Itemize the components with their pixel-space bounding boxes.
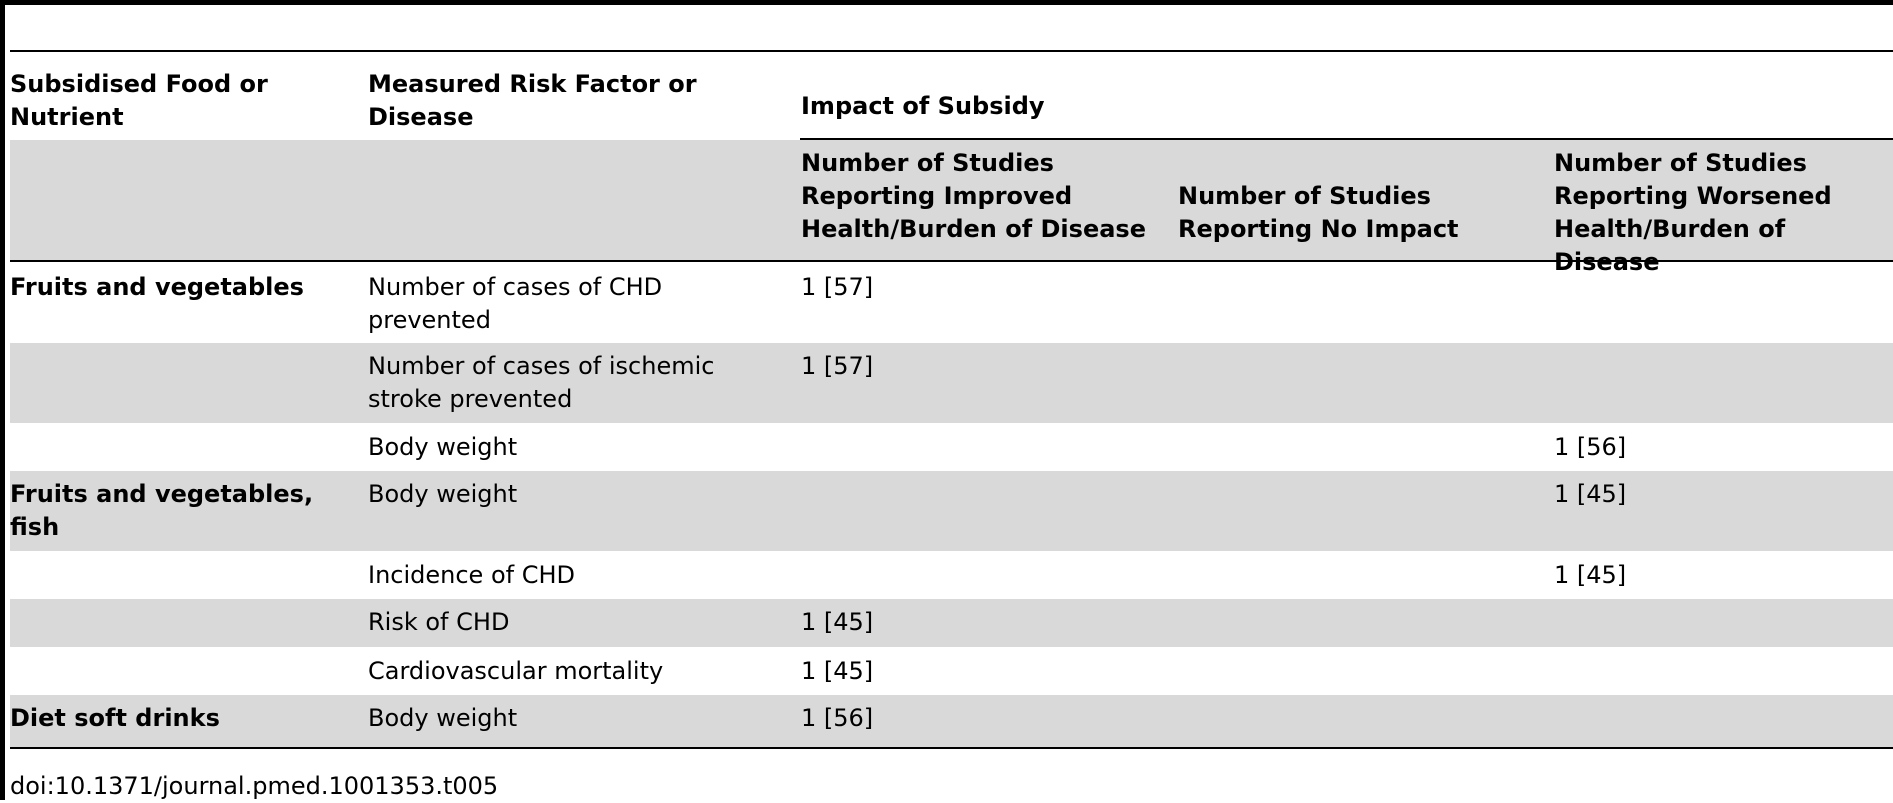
- row-1-food: Fruits and vegetables: [10, 273, 304, 301]
- subheader-no-impact: Number of Studies Reporting No Impact: [1178, 182, 1459, 243]
- row-8-risk: Body weight: [368, 704, 518, 732]
- header-food: Subsidised Food or Nutrient: [10, 70, 268, 131]
- header-risk: Measured Risk Factor or Disease: [368, 70, 697, 131]
- row-5-worsened: 1 [45]: [1554, 561, 1627, 589]
- header-top-rule: [10, 50, 1893, 52]
- row-band-2: [10, 343, 1893, 423]
- subheader-worsened: Number of Studies Reporting Worsened Hea…: [1554, 149, 1832, 276]
- row-2-risk: Number of cases of ischemic stroke preve…: [368, 352, 715, 413]
- row-1-risk: Number of cases of CHD prevented: [368, 273, 663, 334]
- header-impact-group: Impact of Subsidy: [801, 92, 1045, 120]
- impact-group-rule: [800, 138, 1893, 140]
- left-border: [0, 0, 5, 800]
- row-6-improved: 1 [45]: [801, 608, 874, 636]
- row-4-food: Fruits and vegetables, fish: [10, 480, 314, 541]
- row-band-6: [10, 599, 1893, 647]
- row-4-risk: Body weight: [368, 480, 518, 508]
- table-top-rule: [0, 0, 1893, 5]
- row-3-worsened: 1 [56]: [1554, 433, 1627, 461]
- subheader-band: [10, 140, 1893, 260]
- row-1-improved: 1 [57]: [801, 273, 874, 301]
- row-7-risk: Cardiovascular mortality: [368, 657, 664, 685]
- row-8-improved: 1 [56]: [801, 704, 874, 732]
- row-8-food: Diet soft drinks: [10, 704, 220, 732]
- doi-link[interactable]: doi:10.1371/journal.pmed.1001353.t005: [10, 772, 499, 800]
- row-band-4: [10, 471, 1893, 551]
- subheader-improved: Number of Studies Reporting Improved Hea…: [801, 149, 1146, 243]
- row-4-worsened: 1 [45]: [1554, 480, 1627, 508]
- row-3-risk: Body weight: [368, 433, 518, 461]
- row-5-risk: Incidence of CHD: [368, 561, 575, 589]
- table-bottom-rule: [10, 747, 1893, 749]
- row-6-risk: Risk of CHD: [368, 608, 510, 636]
- row-band-8: [10, 695, 1893, 747]
- row-2-improved: 1 [57]: [801, 352, 874, 380]
- row-7-improved: 1 [45]: [801, 657, 874, 685]
- header-bottom-rule: [10, 260, 1893, 262]
